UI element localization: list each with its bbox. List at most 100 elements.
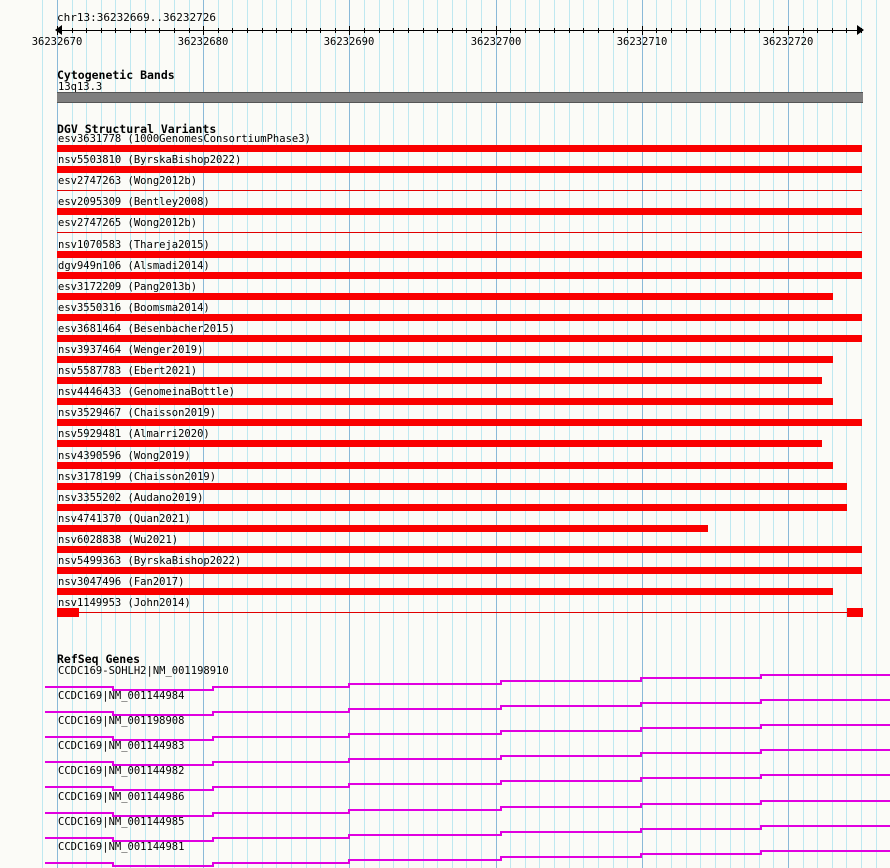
dgv-variant-label[interactable]: nsv1149953 (John2014) (58, 597, 191, 609)
dgv-variant-bar[interactable] (57, 377, 822, 384)
dgv-variant-bar[interactable] (57, 588, 833, 595)
dgv-variant-bar[interactable] (57, 232, 862, 233)
dgv-variant-bar[interactable] (57, 145, 862, 152)
dgv-variant-label[interactable]: nsv5499363 (ByrskaBishop2022) (58, 555, 242, 567)
gene-exon-segment (212, 786, 348, 788)
refseq-gene-line[interactable] (0, 749, 890, 768)
ruler-tick (817, 28, 818, 33)
dgv-variant-block[interactable] (847, 608, 863, 617)
dgv-variant-bar[interactable] (57, 419, 862, 426)
dgv-variant-line[interactable] (57, 612, 862, 613)
dgv-variant-label[interactable]: esv3172209 (Pang2013b) (58, 281, 198, 293)
dgv-variant-label[interactable]: nsv1070583 (Thareja2015) (58, 239, 210, 251)
gene-exon-segment (760, 825, 890, 827)
ruler-tick (554, 28, 555, 33)
dgv-variant-bar[interactable] (57, 504, 847, 511)
ruler-tick (613, 28, 614, 33)
refseq-gene-line[interactable] (0, 825, 890, 844)
refseq-gene-label[interactable]: CCDC169|NM_001144982 (58, 765, 185, 777)
refseq-gene-label[interactable]: CCDC169|NM_001144981 (58, 841, 185, 853)
dgv-variant-bar[interactable] (57, 272, 862, 279)
dgv-variant-label[interactable]: esv2747265 (Wong2012b) (58, 217, 198, 229)
gene-intron-jog (640, 803, 642, 808)
dgv-variant-label[interactable]: nsv4390596 (Wong2019) (58, 450, 191, 462)
dgv-variant-label[interactable]: esv3631778 (1000GenomesConsortiumPhase3) (58, 133, 311, 145)
dgv-variant-label[interactable]: nsv4741370 (Quan2021) (58, 513, 191, 525)
gene-exon-segment (112, 789, 212, 791)
dgv-variant-label[interactable]: esv3550316 (Boomsma2014) (58, 302, 210, 314)
refseq-gene-label[interactable]: CCDC169-SOHLH2|NM_001198910 (58, 665, 229, 677)
gene-intron-jog (112, 786, 114, 791)
gene-intron-jog (112, 862, 114, 867)
ruler-tick (832, 28, 833, 33)
dgv-variant-label[interactable]: nsv3529467 (Chaisson2019) (58, 407, 217, 419)
refseq-gene-label[interactable]: CCDC169|NM_001144986 (58, 791, 185, 803)
dgv-variant-bar[interactable] (57, 251, 862, 258)
dgv-variant-bar[interactable] (57, 483, 847, 490)
refseq-gene-label[interactable]: CCDC169|NM_001144985 (58, 816, 185, 828)
coordinate-ruler[interactable]: chr13:36232669..36232726 36232670 3623268… (0, 0, 890, 56)
dgv-variant-label[interactable]: nsv3178199 (Chaisson2019) (58, 471, 217, 483)
gene-exon-segment (45, 736, 112, 738)
dgv-variant-label[interactable]: nsv5587783 (Ebert2021) (58, 365, 198, 377)
dgv-variant-label[interactable]: esv2095309 (Bentley2008) (58, 196, 210, 208)
dgv-variant-bar[interactable] (57, 208, 862, 215)
dgv-variant-label[interactable]: nsv6028838 (Wu2021) (58, 534, 179, 546)
ruler-tick (715, 28, 716, 33)
ruler-tick (686, 28, 687, 33)
gene-intron-jog (212, 686, 214, 691)
gene-exon-segment (348, 809, 500, 811)
dgv-variant-label[interactable]: nsv3047496 (Fan2017) (58, 576, 185, 588)
dgv-variant-bar[interactable] (57, 525, 708, 532)
dgv-variant-label[interactable]: nsv3355202 (Audano2019) (58, 492, 204, 504)
refseq-gene-label[interactable]: CCDC169|NM_001144983 (58, 740, 185, 752)
gene-exon-segment (640, 777, 760, 779)
dgv-variant-label[interactable]: esv3681464 (Besenbacher2015) (58, 323, 236, 335)
gene-exon-segment (500, 780, 640, 782)
ruler-tick (730, 28, 731, 33)
gene-exon-segment (348, 834, 500, 836)
section-title-cytogenetic: Cytogenetic Bands (57, 68, 175, 82)
section-title-dgv: DGV Structural Variants (57, 122, 217, 136)
dgv-variant-bar[interactable] (57, 335, 862, 342)
refseq-gene-line[interactable] (0, 724, 890, 743)
dgv-variant-label[interactable]: dgv949n106 (Alsmadi2014) (58, 260, 210, 272)
dgv-variant-bar[interactable] (57, 356, 833, 363)
gene-exon-segment (760, 699, 890, 701)
refseq-gene-line[interactable] (0, 674, 890, 693)
refseq-gene-line[interactable] (0, 774, 890, 793)
gene-exon-segment (348, 783, 500, 785)
ruler-tick (115, 28, 116, 33)
ruler-tick (306, 28, 307, 33)
gene-exon-segment (212, 686, 348, 688)
dgv-variant-bar[interactable] (57, 190, 862, 191)
dgv-variant-label[interactable]: nsv5503810 (ByrskaBishop2022) (58, 154, 242, 166)
dgv-variant-bar[interactable] (57, 462, 833, 469)
refseq-gene-line[interactable] (0, 699, 890, 718)
dgv-variant-label[interactable]: nsv5929481 (Almarri2020) (58, 428, 210, 440)
dgv-variant-bar[interactable] (57, 398, 833, 405)
dgv-variant-bar[interactable] (57, 293, 833, 300)
dgv-variant-label[interactable]: nsv4446433 (GenomeinaBottle) (58, 386, 236, 398)
gene-exon-segment (348, 733, 500, 735)
ruler-tick (846, 28, 847, 33)
dgv-variant-bar[interactable] (57, 314, 862, 321)
gene-exon-segment (760, 749, 890, 751)
refseq-gene-line[interactable] (0, 800, 890, 819)
gene-intron-jog (348, 733, 350, 738)
gene-intron-jog (760, 749, 762, 754)
dgv-variant-bar[interactable] (57, 546, 862, 553)
refseq-gene-label[interactable]: CCDC169|NM_001144984 (58, 690, 185, 702)
dgv-variant-bar[interactable] (57, 440, 822, 447)
dgv-variant-bar[interactable] (57, 166, 862, 173)
cytoband-bar[interactable] (57, 92, 863, 103)
dgv-variant-label[interactable]: nsv3937464 (Wenger2019) (58, 344, 204, 356)
gene-exon-segment (112, 865, 212, 867)
gene-exon-segment (212, 862, 348, 864)
gene-intron-jog (500, 831, 502, 836)
dgv-variant-label[interactable]: esv2747263 (Wong2012b) (58, 175, 198, 187)
refseq-gene-label[interactable]: CCDC169|NM_001198908 (58, 715, 185, 727)
refseq-gene-line[interactable] (0, 850, 890, 868)
dgv-variant-bar[interactable] (57, 567, 862, 574)
dgv-variant-block[interactable] (57, 608, 79, 617)
